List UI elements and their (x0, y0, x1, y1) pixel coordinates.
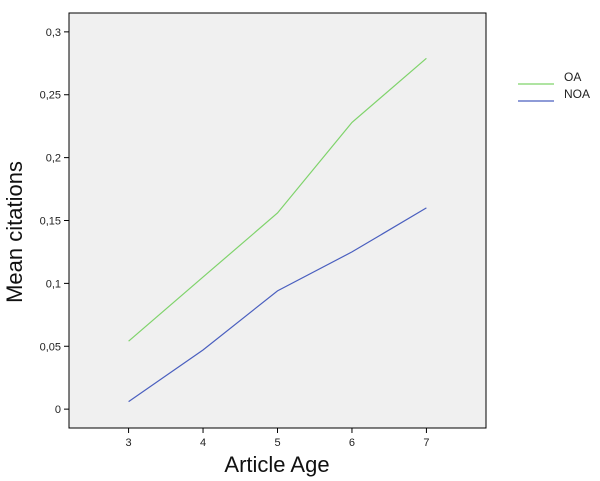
y-tick-label: 0,05 (40, 341, 61, 353)
x-tick-label: 5 (274, 437, 280, 449)
y-axis-ticks: 0 0,05 0,1 0,15 0,2 0,25 0,3 (40, 27, 69, 416)
y-tick-label: 0,1 (46, 278, 61, 290)
legend-label-oa: OA (564, 70, 581, 84)
x-axis-title: Article Age (224, 452, 329, 477)
series-lines (128, 57, 427, 403)
y-axis-title: Mean citations (2, 161, 27, 303)
series-line-noa (128, 207, 427, 403)
y-tick-label: 0,3 (46, 27, 61, 39)
x-tick-label: 4 (200, 437, 206, 449)
x-tick-label: 3 (126, 437, 132, 449)
x-tick-label: 6 (349, 437, 355, 449)
x-tick-label: 7 (423, 437, 429, 449)
plot-area (68, 12, 487, 429)
y-tick-label: 0,2 (46, 153, 61, 165)
legend-label-noa: NOA (564, 87, 590, 101)
y-tick-label: 0 (55, 404, 61, 416)
x-axis-ticks: 3 4 5 6 7 (126, 428, 429, 449)
y-tick-label: 0,15 (40, 216, 61, 228)
y-tick-label: 0,25 (40, 90, 61, 102)
legend: OA NOA (518, 70, 590, 102)
series-line-oa (128, 57, 427, 342)
